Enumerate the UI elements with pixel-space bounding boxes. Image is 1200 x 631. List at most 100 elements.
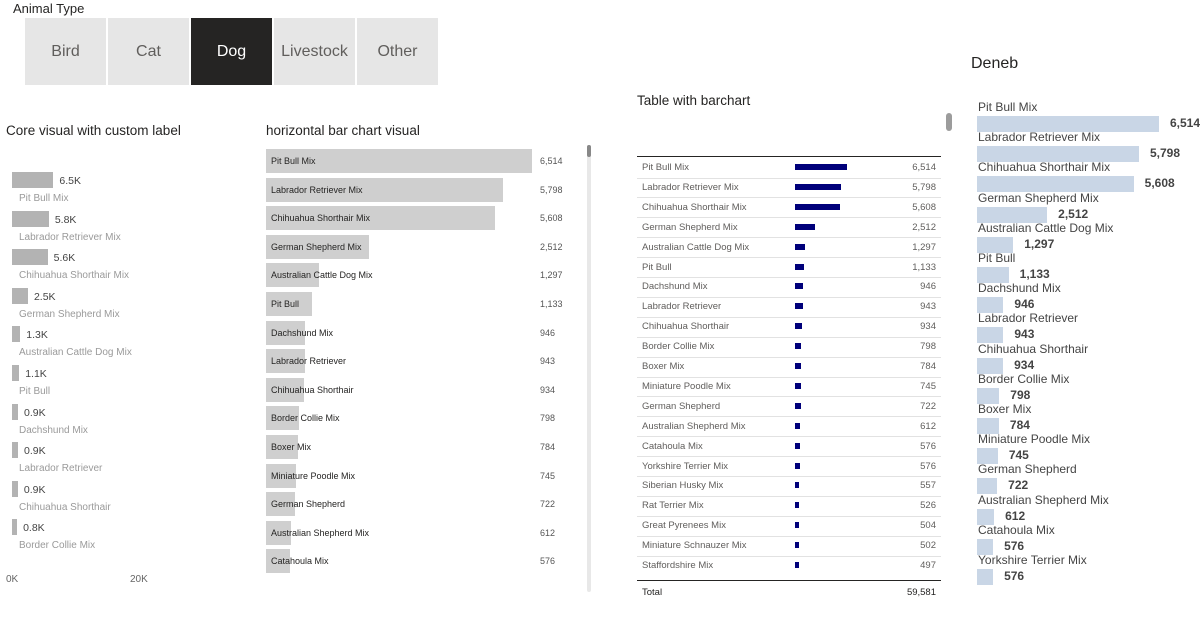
- deneb-bar[interactable]: [977, 418, 999, 434]
- table-row-value: 5,608: [912, 201, 936, 213]
- hbar-scrollbar-thumb[interactable]: [587, 145, 591, 157]
- hbar-bar[interactable]: [266, 492, 296, 517]
- table-row-divider: [637, 436, 941, 438]
- slicer-option-livestock[interactable]: Livestock: [274, 18, 355, 85]
- deneb-bar[interactable]: [977, 206, 1048, 223]
- table-row-label: Rat Terrier Mix: [642, 500, 704, 512]
- hbar-category-label: Pit Bull: [271, 299, 300, 309]
- deneb-bar[interactable]: [977, 297, 1004, 314]
- hbar-bar[interactable]: [266, 263, 319, 288]
- deneb-data-label: 946: [1014, 297, 1035, 312]
- hbar-data-label: 784: [540, 442, 556, 452]
- core-category-label: German Shepherd Mix: [19, 308, 120, 320]
- table-row-divider: [637, 515, 941, 517]
- hbar-data-label: 1,297: [540, 270, 563, 281]
- hbar-category-label: Border Collie Mix: [271, 413, 340, 424]
- deneb-bar[interactable]: [977, 478, 998, 495]
- table-scrollbar-thumb[interactable]: [946, 113, 952, 131]
- table-row-bar: [795, 243, 806, 250]
- deneb-data-label: 5,608: [1144, 176, 1175, 191]
- hbar-scrollbar-track[interactable]: [587, 145, 591, 592]
- deneb-bar[interactable]: [977, 508, 995, 525]
- hbar-bar[interactable]: [266, 377, 305, 402]
- core-axis-tick: 0K: [6, 574, 19, 585]
- hbar-bar[interactable]: [266, 435, 298, 459]
- deneb-category-label: Chihuahua Shorthair Mix: [978, 160, 1111, 175]
- hbar-bar[interactable]: [266, 149, 532, 173]
- hbar-bar[interactable]: [266, 292, 313, 316]
- core-bar[interactable]: [12, 249, 48, 266]
- deneb-bar[interactable]: [977, 538, 994, 555]
- hbar-data-label: 798: [540, 413, 556, 424]
- core-bar[interactable]: [12, 365, 20, 381]
- hbar-bar[interactable]: [266, 549, 290, 574]
- hbar-data-label: 2,512: [540, 241, 563, 252]
- core-data-label: 2.5K: [33, 290, 56, 303]
- slicer-option-cat[interactable]: Cat: [108, 18, 189, 85]
- table-row-label: Border Collie Mix: [642, 341, 715, 353]
- deneb-bar[interactable]: [977, 267, 1009, 283]
- deneb-data-label: 722: [1008, 478, 1029, 493]
- deneb-category-label: Labrador Retriever Mix: [978, 130, 1101, 145]
- deneb-data-label: 1,297: [1024, 236, 1055, 251]
- hbar-bar[interactable]: [266, 463, 297, 488]
- table-row-divider: [637, 257, 941, 259]
- slicer-option-bird[interactable]: Bird: [25, 18, 106, 85]
- deneb-category-label: Labrador Retriever: [978, 311, 1079, 326]
- table-row-label: Yorkshire Terrier Mix: [642, 460, 729, 472]
- hbar-data-label: 943: [540, 356, 556, 367]
- deneb-category-label: Australian Shepherd Mix: [978, 492, 1109, 507]
- table-row-bar: [795, 402, 801, 409]
- table-row-divider: [637, 495, 941, 497]
- table-row-bar: [795, 522, 800, 529]
- table-row-divider: [637, 356, 941, 358]
- deneb-bar[interactable]: [977, 327, 1004, 344]
- slicer-option-other[interactable]: Other: [357, 18, 438, 85]
- deneb-data-label: 2,512: [1058, 206, 1089, 221]
- table-row-value: 557: [920, 480, 936, 492]
- deneb-bar[interactable]: [977, 176, 1134, 193]
- table-row-divider: [637, 476, 941, 477]
- table-row-divider: [637, 217, 941, 219]
- core-bar[interactable]: [12, 287, 28, 304]
- deneb-bar[interactable]: [977, 236, 1014, 253]
- table-row-value: 612: [920, 420, 936, 432]
- deneb-bar[interactable]: [977, 116, 1159, 132]
- deneb-bar[interactable]: [977, 569, 994, 585]
- hbar-bar[interactable]: [266, 349, 305, 374]
- core-bar[interactable]: [12, 172, 54, 188]
- table-row-divider: [637, 376, 941, 378]
- core-bar[interactable]: [12, 326, 21, 343]
- hbar-bar[interactable]: [266, 320, 305, 345]
- core-bar[interactable]: [12, 519, 18, 536]
- table-total-label: Total: [642, 587, 663, 598]
- core-category-label: Australian Cattle Dog Mix: [19, 347, 132, 359]
- table-row-label: Great Pyrenees Mix: [642, 520, 726, 532]
- deneb-category-label: Border Collie Mix: [978, 371, 1070, 386]
- table-row-value: 504: [920, 520, 936, 532]
- table-row-divider: [637, 535, 941, 537]
- hbar-bar[interactable]: [266, 234, 369, 259]
- hbar-bar[interactable]: [266, 206, 495, 231]
- core-bar[interactable]: [12, 210, 49, 227]
- hbar-bar[interactable]: [266, 520, 291, 545]
- hbar-category-label: Boxer Mix: [271, 442, 312, 452]
- deneb-bar[interactable]: [977, 357, 1004, 374]
- core-bar[interactable]: [12, 442, 18, 459]
- hbar-bar[interactable]: [266, 406, 299, 431]
- hbar-data-label: 5,608: [540, 213, 563, 224]
- core-bar[interactable]: [12, 480, 18, 497]
- core-data-label: 6.5K: [59, 175, 81, 187]
- table-row-bar: [795, 223, 816, 230]
- slicer-option-dog[interactable]: Dog: [191, 18, 272, 85]
- table-total-rule: [637, 580, 941, 581]
- deneb-bar[interactable]: [977, 387, 1000, 404]
- core-bar[interactable]: [12, 403, 18, 420]
- hbar-category-label: Dachshund Mix: [271, 327, 334, 338]
- table-row-bar: [795, 462, 800, 469]
- table-row-divider: [637, 296, 941, 298]
- deneb-bar[interactable]: [977, 146, 1139, 163]
- deneb-category-label: Australian Cattle Dog Mix: [978, 220, 1114, 235]
- deneb-bar[interactable]: [977, 448, 998, 465]
- hbar-bar[interactable]: [266, 177, 503, 202]
